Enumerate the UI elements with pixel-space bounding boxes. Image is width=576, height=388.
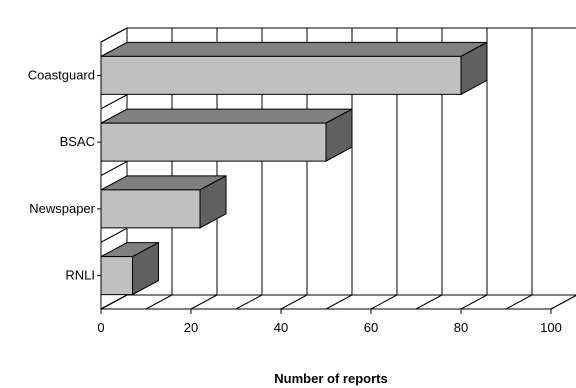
bar-top	[100, 41, 488, 57]
floor-gridline	[325, 294, 353, 310]
floor-gridline	[460, 294, 488, 310]
floor-gridline	[415, 294, 443, 310]
floor-gridline	[190, 294, 218, 310]
x-tick-label: 100	[540, 320, 562, 335]
floor-gridline	[145, 294, 173, 310]
side-gridline	[100, 161, 128, 176]
floor-gridline	[280, 294, 308, 310]
bar-top	[100, 108, 353, 124]
floor-gridline	[550, 294, 576, 310]
axes	[97, 42, 552, 314]
side-gridline	[100, 27, 128, 43]
x-tick-label: 40	[274, 320, 288, 335]
bar	[100, 241, 159, 296]
x-tick-label: 0	[97, 320, 104, 335]
bar	[100, 41, 488, 96]
y-tick-label: Newspaper	[29, 201, 95, 216]
x-axis-title: Number of reports	[274, 371, 387, 386]
bar-front	[100, 55, 462, 95]
bar	[100, 175, 227, 229]
floor-gridline	[505, 294, 533, 310]
floor-gridline	[235, 294, 263, 310]
bar	[100, 108, 353, 162]
side-gridline	[100, 94, 128, 110]
x-tick-label: 80	[454, 320, 468, 335]
bar-front	[100, 256, 133, 296]
bars	[100, 41, 488, 296]
x-tick-label: 20	[184, 320, 198, 335]
y-tick-label: Coastguard	[28, 67, 95, 82]
side-gridline	[100, 294, 128, 310]
x-tick-label: 60	[364, 320, 378, 335]
side-gridline	[100, 227, 128, 243]
bar-front	[100, 122, 327, 162]
y-tick-label: BSAC	[60, 134, 95, 149]
floor-gridline	[370, 294, 398, 310]
tick-labels: 0 20 40 60 80 100 RNLI Newspaper BSAC Coastguard	[28, 67, 562, 335]
y-tick-label: RNLI	[65, 268, 95, 283]
bar-front	[100, 189, 201, 229]
